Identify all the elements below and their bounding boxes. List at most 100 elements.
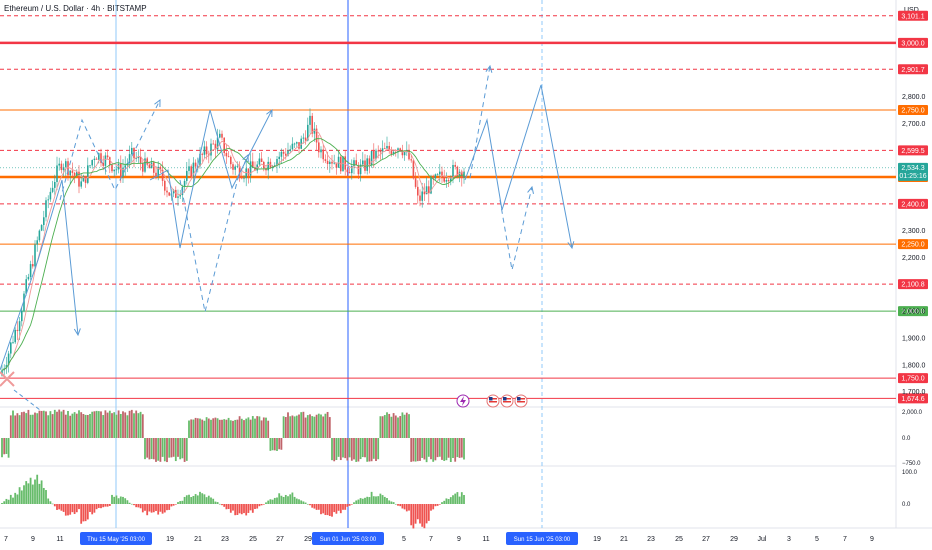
oscillator-bar bbox=[86, 414, 89, 438]
projection-path bbox=[499, 186, 533, 271]
momentum-bar bbox=[234, 504, 237, 516]
momentum-bar bbox=[47, 498, 50, 504]
candle-body bbox=[190, 166, 192, 177]
momentum-bar bbox=[157, 504, 160, 515]
oscillator-bar bbox=[306, 415, 309, 438]
candle-body bbox=[175, 189, 177, 198]
momentum-bar bbox=[137, 504, 140, 508]
oscillator-bar bbox=[271, 438, 274, 451]
candle-body bbox=[95, 158, 98, 160]
projection-path bbox=[13, 389, 41, 411]
momentum-bar bbox=[434, 504, 437, 507]
candle-body bbox=[373, 151, 375, 159]
candle-body bbox=[214, 143, 217, 150]
oscillator-bar bbox=[397, 417, 399, 438]
oscillator-bar bbox=[141, 414, 144, 438]
oscillator-bar bbox=[122, 411, 124, 438]
momentum-bar bbox=[254, 504, 256, 510]
oscillator-bar bbox=[328, 417, 331, 438]
oscillator-bar bbox=[78, 410, 80, 438]
candle-body bbox=[205, 146, 208, 155]
oscillator-bar bbox=[322, 416, 325, 438]
oscillator-bar bbox=[267, 420, 270, 438]
oscillator-bar bbox=[130, 409, 133, 438]
oscillator-tick-label: 0.0 bbox=[902, 436, 911, 442]
candle-body bbox=[38, 230, 41, 241]
candle-body bbox=[447, 180, 450, 182]
candle-body bbox=[199, 153, 201, 167]
oscillator-bar bbox=[40, 410, 43, 438]
momentum-bar bbox=[9, 494, 12, 504]
oscillator-bar bbox=[1, 438, 3, 458]
momentum-bar bbox=[38, 483, 41, 504]
momentum-bar bbox=[405, 504, 408, 512]
momentum-bar bbox=[419, 504, 421, 524]
candle-body bbox=[69, 170, 71, 176]
momentum-bar bbox=[357, 499, 360, 504]
candle-body bbox=[388, 145, 390, 151]
oscillator-bar bbox=[265, 417, 267, 438]
candle-body bbox=[302, 137, 305, 139]
momentum-bar bbox=[243, 504, 245, 514]
momentum-bar bbox=[130, 503, 133, 505]
price-level-badge bbox=[898, 10, 928, 21]
momentum-bar bbox=[117, 498, 120, 504]
oscillator-bar bbox=[97, 411, 100, 438]
momentum-bar bbox=[348, 504, 351, 506]
momentum-bar bbox=[139, 504, 142, 509]
momentum-bar bbox=[359, 498, 362, 504]
candle-body bbox=[346, 169, 349, 173]
countdown-label: 01:25:16 bbox=[899, 173, 926, 180]
candle-body bbox=[300, 138, 302, 149]
time-tick-label: Sun 15 Jun '25 03:00 bbox=[514, 537, 571, 543]
price-level-label: 3,000.0 bbox=[901, 40, 924, 47]
momentum-bar bbox=[97, 504, 100, 508]
candle-body bbox=[232, 164, 234, 170]
oscillator-bar bbox=[192, 419, 195, 438]
candle-body bbox=[315, 128, 318, 143]
price-tick-label: 2,000.0 bbox=[902, 309, 925, 316]
momentum-bar bbox=[401, 504, 404, 509]
oscillator-bar bbox=[58, 409, 61, 438]
momentum-bar bbox=[16, 494, 19, 504]
candle-body bbox=[40, 225, 43, 231]
price-level-label: 1,674.6 bbox=[901, 396, 924, 403]
candle-body bbox=[80, 181, 82, 187]
oscillator-bar bbox=[194, 417, 197, 438]
momentum-bar bbox=[172, 504, 175, 506]
candle-body bbox=[201, 153, 203, 155]
oscillator-bar bbox=[179, 438, 182, 460]
momentum-bar bbox=[12, 497, 14, 504]
oscillator-bar bbox=[69, 415, 72, 438]
momentum-bar bbox=[383, 496, 386, 504]
oscillator-bar bbox=[337, 438, 340, 457]
momentum-bar bbox=[430, 504, 432, 511]
time-tick-label: Sun 01 Jun '25 03:00 bbox=[320, 537, 377, 543]
candle-body bbox=[258, 158, 261, 165]
momentum-bar bbox=[14, 492, 17, 504]
candle-body bbox=[139, 156, 142, 164]
momentum-bar bbox=[69, 504, 72, 515]
oscillator-bar bbox=[425, 438, 428, 463]
candle-body bbox=[124, 165, 126, 168]
momentum-bar bbox=[425, 504, 428, 524]
price-tick-label: 1,900.0 bbox=[902, 335, 925, 342]
oscillator-bar bbox=[25, 413, 28, 438]
candle-body bbox=[355, 160, 357, 166]
candle-body bbox=[399, 148, 401, 151]
cross-marker bbox=[0, 371, 15, 387]
momentum-bar bbox=[216, 502, 219, 504]
momentum-bar bbox=[100, 504, 102, 509]
candle-body bbox=[452, 164, 454, 179]
momentum-bar bbox=[111, 494, 113, 504]
momentum-bar bbox=[364, 497, 366, 504]
candle-body bbox=[337, 156, 340, 168]
candle-body bbox=[260, 158, 263, 162]
momentum-bar bbox=[381, 495, 384, 504]
oscillator-bar bbox=[443, 438, 446, 461]
candle-body bbox=[93, 158, 96, 161]
oscillator-bar bbox=[258, 416, 261, 438]
time-tick-label: 7 bbox=[4, 536, 8, 543]
candle-body bbox=[34, 244, 36, 267]
